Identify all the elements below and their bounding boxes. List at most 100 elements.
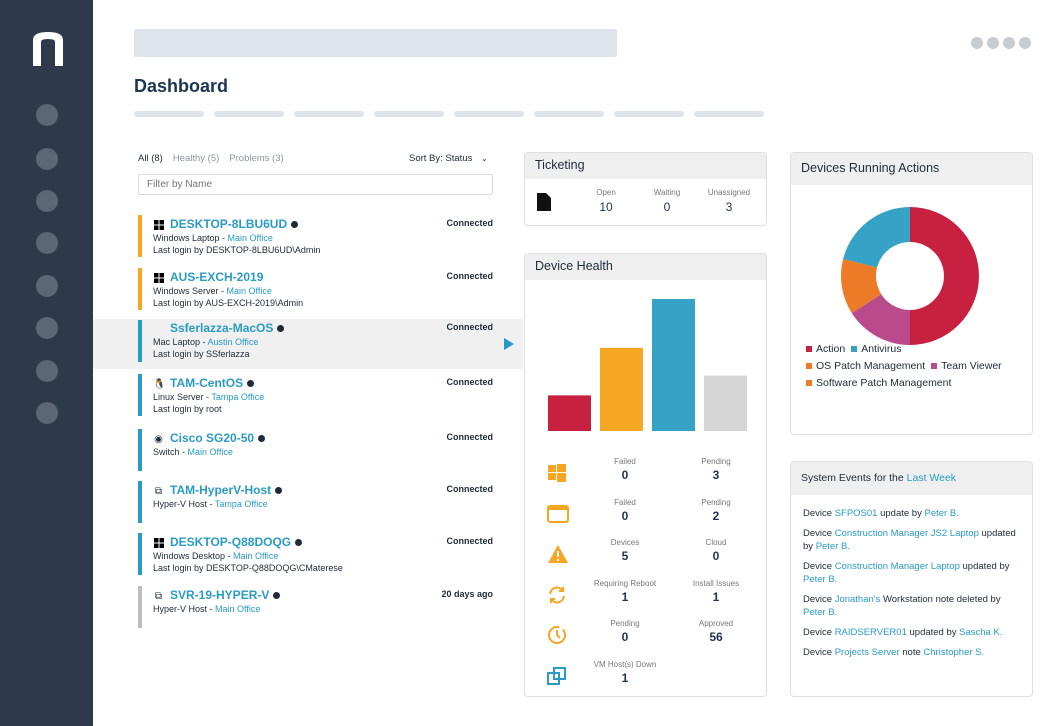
device-row[interactable]: Ssferlazza-MacOS Mac Laptop - Austin Off…	[93, 319, 523, 369]
location-link[interactable]: Tampa Office	[214, 499, 268, 509]
location-link[interactable]: Main Office	[215, 604, 261, 614]
event-link[interactable]: Christopher S.	[923, 647, 985, 658]
search-bar-placeholder[interactable]	[134, 29, 617, 57]
event-link[interactable]: Jonathan's	[834, 594, 881, 605]
info-icon[interactable]	[275, 487, 283, 495]
more-menu-icon[interactable]	[971, 37, 1031, 49]
device-name-link[interactable]: DESKTOP-Q88DOQG	[170, 535, 303, 549]
device-name-link[interactable]: Cisco SG20-50	[170, 431, 266, 445]
device-health-card: Device Health Failed 0 Pending 3 Failed 0 P…	[524, 253, 767, 697]
event-link[interactable]: Construction Manager JS2 Laptop	[834, 528, 979, 539]
device-row[interactable]: DESKTOP-Q88DOQG Windows Desktop - Main O…	[93, 533, 523, 585]
hyperv-icon: ⧉	[154, 486, 163, 497]
connection-status: Connected	[446, 377, 493, 387]
status-bar	[138, 215, 142, 257]
health-row[interactable]: Failed 0 Pending 2	[525, 497, 766, 538]
device-name-link[interactable]: TAM-HyperV-Host	[170, 483, 283, 497]
sidebar-nav-item[interactable]	[36, 360, 58, 382]
health-row[interactable]: VM Host(s) Down 1	[525, 660, 766, 697]
hyperv-icon: ⧉	[154, 591, 163, 602]
info-icon[interactable]	[277, 325, 285, 333]
info-icon[interactable]	[295, 539, 303, 547]
location-link[interactable]: Main Office	[233, 551, 279, 561]
event-link[interactable]: Construction Manager Laptop	[834, 561, 960, 572]
device-row[interactable]: ⧉ TAM-HyperV-Host Hyper-V Host - Tampa O…	[93, 481, 523, 533]
system-events-title: System Events for the Last Week	[791, 462, 1032, 495]
connection-status: Connected	[446, 536, 493, 546]
device-row[interactable]: ◉ Cisco SG20-50 Switch - Main Office Con…	[93, 429, 523, 481]
running-actions-donut-chart	[841, 207, 979, 345]
device-row[interactable]: ⧉ SVR-19-HYPER-V Hyper-V Host - Main Off…	[93, 586, 523, 638]
health-bar	[600, 347, 643, 431]
event-link[interactable]: Projects Server	[834, 647, 900, 658]
health-row[interactable]: Requiring Reboot 1 Install Issues 1	[525, 579, 766, 619]
health-bar	[652, 299, 695, 431]
donut-slice	[910, 207, 979, 345]
device-type: Mac Laptop - Austin Office	[153, 337, 259, 347]
device-name-link[interactable]: TAM-CentOS	[170, 376, 255, 390]
sidebar-nav-item[interactable]	[36, 104, 58, 126]
ticket-waiting[interactable]: Waiting 0	[653, 188, 681, 214]
event-link[interactable]: Sascha K.	[959, 627, 1003, 638]
sidebar-nav-item[interactable]	[36, 148, 58, 170]
health-stat: Approved 56	[698, 619, 734, 644]
status-bar	[138, 586, 142, 628]
last-week-link[interactable]: Last Week	[906, 472, 957, 484]
event-link[interactable]: Peter B.	[815, 541, 851, 552]
device-health-bar-chart	[548, 299, 747, 431]
filter-problems[interactable]: Problems (3)	[229, 153, 284, 164]
last-login: Last login by SSferlazza	[153, 349, 250, 359]
sidebar-nav-item[interactable]	[36, 402, 58, 424]
subtabs	[134, 111, 764, 117]
device-name-link[interactable]: AUS-EXCH-2019	[170, 270, 264, 284]
donut-legend: Action Antivirus OS Patch Management Team V…	[806, 341, 1032, 392]
filter-all[interactable]: All (8)	[138, 153, 163, 164]
health-stat: Failed 0	[614, 497, 636, 523]
sort-dropdown[interactable]: Sort By: Status ⌄	[409, 153, 488, 164]
event-link[interactable]: SFPOS01	[834, 508, 878, 519]
sidebar-nav-item[interactable]	[36, 275, 58, 297]
info-icon[interactable]	[258, 435, 266, 443]
location-link[interactable]: Main Office	[227, 233, 273, 243]
sort-label: Sort By: Status	[409, 153, 473, 164]
filter-by-name-input[interactable]	[138, 174, 493, 195]
event-link[interactable]: Peter B.	[803, 574, 838, 585]
location-link[interactable]: Austin Office	[207, 337, 259, 347]
event-item: Device Projects Server note Christopher …	[803, 647, 985, 658]
info-icon[interactable]	[273, 592, 281, 600]
event-link[interactable]: RAIDSERVER01	[834, 627, 907, 638]
health-stat: Cloud 0	[705, 538, 727, 563]
ticket-open[interactable]: Open 10	[596, 188, 616, 214]
filter-healthy[interactable]: Healthy (5)	[172, 153, 220, 164]
info-icon[interactable]	[291, 221, 299, 229]
clock-icon	[547, 625, 569, 647]
location-link[interactable]: Main Office	[187, 447, 233, 457]
device-type: Switch - Main Office	[153, 447, 233, 457]
location-link[interactable]: Tampa Office	[211, 392, 265, 402]
device-name-link[interactable]: SVR-19-HYPER-V	[170, 588, 281, 602]
sidebar-nav-item[interactable]	[36, 190, 58, 212]
device-name-link[interactable]: Ssferlazza-MacOS	[170, 321, 285, 335]
info-icon[interactable]	[247, 380, 255, 388]
ticket-unassigned[interactable]: Unassigned 3	[707, 188, 751, 214]
health-row[interactable]: Pending 0 Approved 56	[525, 619, 766, 659]
device-type: Windows Desktop - Main Office	[153, 551, 279, 561]
windows-icon	[153, 273, 164, 286]
sidebar	[0, 0, 93, 726]
device-row[interactable]: AUS-EXCH-2019 Windows Server - Main Offi…	[93, 268, 523, 320]
device-row[interactable]: DESKTOP-8LBU6UD Windows Laptop - Main Of…	[93, 215, 523, 267]
health-row[interactable]: Devices 5 Cloud 0	[525, 538, 766, 578]
legend-item: Antivirus	[851, 343, 901, 355]
health-row[interactable]: Failed 0 Pending 3	[525, 457, 766, 497]
location-link[interactable]: Main Office	[226, 286, 272, 296]
device-name-link[interactable]: DESKTOP-8LBU6UD	[170, 217, 299, 231]
sidebar-nav-item[interactable]	[36, 317, 58, 339]
event-link[interactable]: Peter B.	[924, 508, 959, 519]
device-type: Windows Laptop - Main Office	[153, 233, 273, 243]
windows-icon	[153, 220, 164, 233]
status-bar	[138, 429, 142, 471]
device-row[interactable]: 🐧 TAM-CentOS Linux Server - Tampa Office…	[93, 374, 523, 426]
chevron-down-icon: ⌄	[481, 154, 488, 163]
event-link[interactable]: Peter B.	[803, 607, 838, 618]
sidebar-nav-item[interactable]	[36, 232, 58, 254]
